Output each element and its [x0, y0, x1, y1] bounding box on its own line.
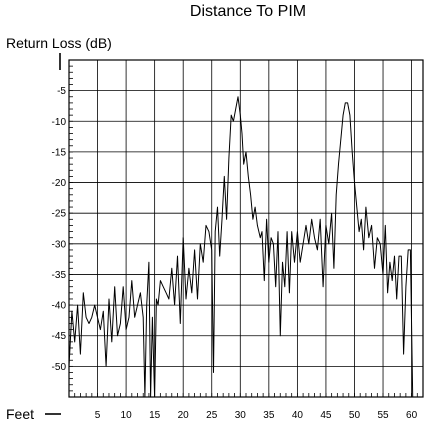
y-tick-label: -20 — [52, 178, 67, 189]
x-tick-label: 40 — [292, 410, 304, 421]
x-axis-label: Feet — [6, 406, 34, 422]
x-tick-label: 25 — [206, 410, 218, 421]
grid-lines — [69, 60, 423, 397]
y-tick-label: -25 — [52, 209, 67, 220]
y-tick-label: -5 — [57, 86, 66, 97]
x-tick-label: 60 — [406, 410, 418, 421]
series-line — [68, 96, 414, 398]
x-tick-label: 15 — [149, 410, 161, 421]
y-tick-label: -40 — [52, 301, 67, 312]
x-tick-label: 5 — [95, 410, 101, 421]
plot-frame — [68, 59, 424, 398]
y-axis-label: Return Loss (dB) — [6, 35, 112, 51]
y-tick-label: -45 — [52, 331, 67, 342]
y-tick-label: -35 — [52, 270, 67, 281]
y-tick-label: -50 — [52, 362, 67, 373]
y-tick-label: -30 — [52, 239, 67, 250]
chart-title: Distance To PIM — [190, 3, 306, 20]
x-tick-label: 50 — [349, 410, 361, 421]
x-tick-label: 20 — [178, 410, 190, 421]
x-tick-label: 55 — [377, 410, 389, 421]
y-tick-labels: -5 -10 -15 -20 -25 -30 -35 -40 -45 -50 — [52, 86, 67, 373]
x-tick-label: 45 — [320, 410, 332, 421]
y-tick-label: -10 — [52, 117, 67, 128]
x-tick-label: 30 — [235, 410, 247, 421]
y-tick-label: -15 — [52, 147, 67, 158]
x-tick-label: 35 — [263, 410, 275, 421]
axis-ticks — [68, 59, 424, 398]
x-tick-label: 10 — [121, 410, 133, 421]
x-tick-labels: 5 10 15 20 25 30 35 40 45 50 55 60 — [95, 410, 418, 421]
